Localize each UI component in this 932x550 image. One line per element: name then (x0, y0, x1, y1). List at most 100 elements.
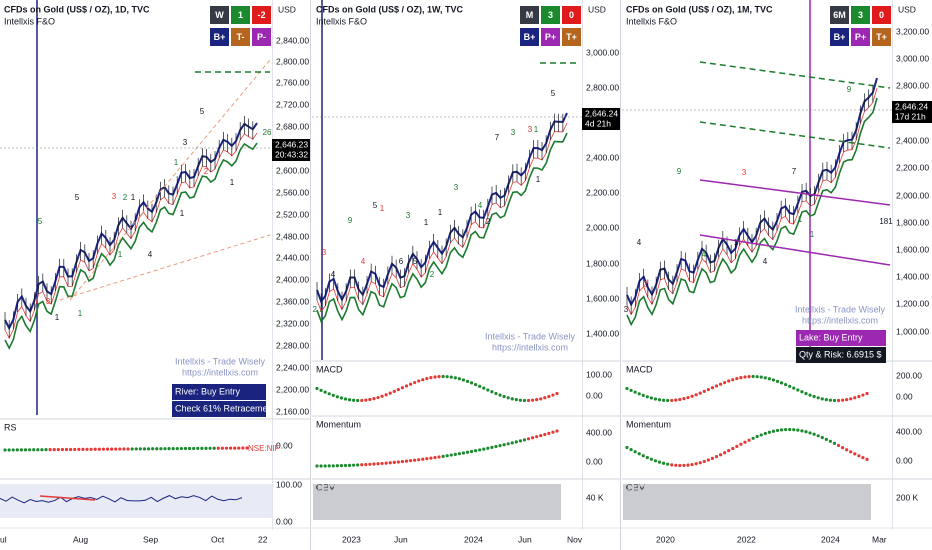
wave-label: 2 (430, 270, 435, 279)
indicator-dot (208, 446, 212, 450)
indicator-dot (60, 447, 65, 452)
watermark: Intellxis - Trade Wisely (485, 331, 576, 341)
indicator-dot (388, 391, 392, 395)
indicator-tick: 0.00 (896, 455, 913, 465)
wave-label: 4 (702, 250, 707, 259)
badge-label: M (526, 10, 534, 20)
time-label: Jun (394, 534, 408, 544)
price-label: 2,646.24 (895, 101, 928, 111)
indicator-tick: 400.00 (896, 426, 922, 436)
indicator-dot (824, 437, 828, 441)
indicator-dot (319, 388, 323, 392)
indicator-dot (368, 462, 372, 466)
indicator-dot (645, 455, 649, 460)
time-label: Aug (73, 534, 88, 544)
time-label: 2024 (464, 534, 483, 544)
wave-label: 3 (624, 305, 629, 314)
indicator-dot (335, 464, 339, 468)
indicator-dot (502, 394, 506, 399)
badge-label: P+ (545, 32, 556, 42)
watermark-url: https://intellxis.com (802, 315, 878, 325)
indicator-dot (376, 462, 380, 466)
price-tick-label: 3,000.00 (896, 53, 929, 63)
indicator-dot (245, 446, 249, 450)
indicator-dot (751, 374, 755, 379)
indicator-dot (384, 461, 388, 465)
indicator-dot (453, 452, 457, 456)
signal-text: Check 61% Retracement (175, 403, 276, 413)
time-label: 2022 (737, 534, 756, 544)
indicator-dot (698, 391, 702, 395)
indicator-dot (155, 447, 159, 451)
indicator-dot (179, 446, 183, 451)
indicator-dot (339, 396, 344, 400)
badge (830, 28, 849, 46)
indicator-dot (114, 447, 118, 451)
indicator-dot (441, 374, 445, 379)
price-tick-label: 2,480.00 (276, 231, 309, 241)
indicator-dot (686, 463, 690, 467)
indicator-dot (788, 384, 792, 388)
wave-label: 5 (38, 217, 43, 226)
indicator-tick: 40 K (586, 492, 604, 502)
indicator-dot (543, 432, 547, 437)
indicator-dot (702, 389, 706, 393)
badge (541, 6, 560, 24)
indicator-dot (653, 459, 658, 463)
signal-text: Qty & Risk: 6.6915 $ (799, 349, 882, 359)
indicator-dot (666, 462, 670, 466)
indicator-dot (678, 397, 682, 402)
price-tick-label: 2,720.00 (276, 99, 309, 109)
indicator-dot (146, 447, 151, 451)
chart-title: CFDs on Gold (US$ / OZ), 1M, TVC (626, 4, 773, 14)
wave-label: 3 (511, 128, 516, 137)
wave-label: 3 (528, 125, 533, 134)
time-label: Sep (143, 534, 158, 544)
indicator-name: Momentum (626, 419, 671, 429)
chart-title: CFDs on Gold (US$ / OZ), 1D, TVC (4, 4, 150, 14)
wave-label: 4 (331, 270, 336, 279)
indicator-dot (192, 446, 196, 451)
indicator-dot (625, 386, 629, 391)
indicator-dot (469, 449, 474, 454)
indicator-dot (792, 428, 796, 432)
indicator-dot (474, 382, 478, 387)
indicator-dot (759, 433, 763, 437)
countdown: 20:43:32 (275, 149, 308, 159)
price-label: 2,646.23 (275, 139, 308, 149)
indicator-dot (449, 375, 453, 379)
indicator-dot (706, 458, 710, 462)
badge-label: 6M (833, 10, 846, 20)
indicator-dot (216, 446, 220, 450)
wave-label: 2 (486, 217, 491, 226)
indicator-dot (670, 463, 674, 467)
indicator-dot (698, 461, 702, 465)
indicator-dot (739, 376, 743, 380)
indicator-dot (690, 462, 694, 467)
indicator-dot (319, 464, 323, 468)
indicator-dot (506, 442, 510, 446)
indicator-tick: 0.00 (586, 390, 603, 400)
indicator-dot (323, 464, 327, 468)
indicator-tick: 200.00 (896, 370, 922, 380)
badge (520, 28, 539, 46)
indicator-dot (731, 446, 735, 451)
badge-label: T+ (566, 32, 577, 42)
indicator-source: Intellxis F&O (316, 16, 367, 26)
indicator-dot (547, 431, 551, 435)
indicator-dot (52, 447, 56, 452)
indicator-dot (433, 375, 437, 379)
price-curve (4, 142, 258, 350)
indicator-dot (220, 446, 224, 450)
indicator-dot (126, 447, 130, 451)
indicator-dot (629, 448, 633, 452)
indicator-dot (64, 447, 69, 452)
indicator-dot (526, 398, 531, 403)
indicator-dot (461, 451, 466, 455)
indicator-dot (771, 378, 776, 382)
indicator-dot (130, 447, 134, 451)
indicator-dot (804, 430, 808, 434)
indicator-dot (820, 435, 824, 440)
indicator-dot (784, 427, 788, 432)
